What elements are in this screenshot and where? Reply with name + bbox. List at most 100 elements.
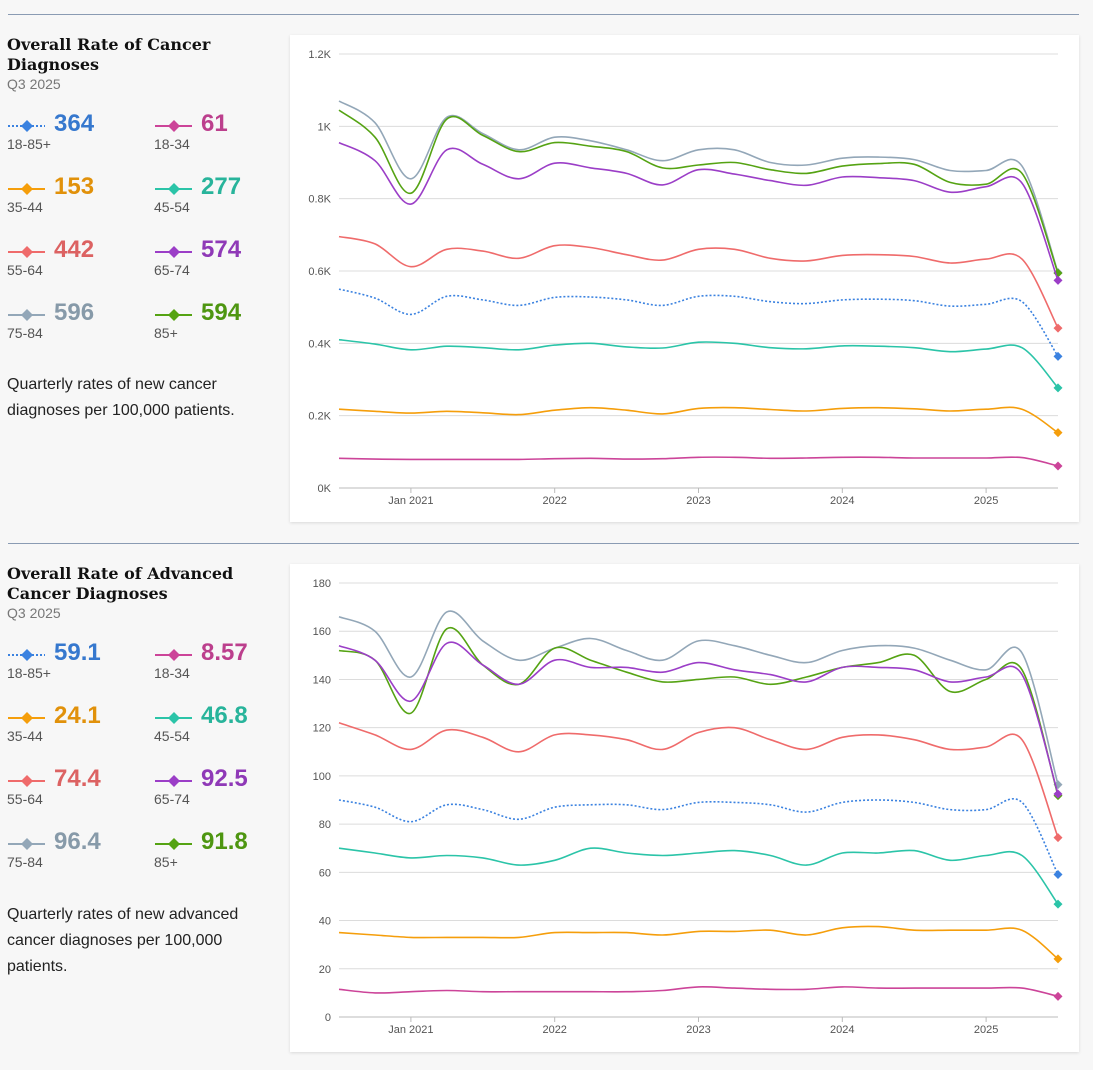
series-line-65-74: [338, 641, 1059, 795]
endpoint-marker-35-44[interactable]: [1053, 428, 1063, 438]
stat-18-85plus: 59.1 18-85+: [7, 639, 147, 694]
diamond-icon: [21, 183, 33, 195]
x-tick-label: Jan 2021: [388, 495, 433, 507]
stat-label: 65-74: [154, 791, 190, 807]
stat-value: 442: [54, 236, 95, 263]
chart-card: 0K 0.2K 0.4K 0.6K 0.8K 1K 1.2K Jan 2021 2022 2023…: [290, 35, 1079, 522]
section-description: Quarterly rates of new advanced cancer d…: [7, 906, 239, 975]
gridlines: [339, 582, 1058, 1018]
legend-marker: [8, 649, 45, 661]
endpoint-marker-18-85plus[interactable]: [1053, 351, 1063, 361]
stat-label: 18-85+: [7, 136, 51, 152]
diamond-icon: [21, 775, 33, 787]
series-line-35-44: [338, 406, 1059, 434]
stat-18-34: 61 18-34: [154, 110, 294, 165]
endpoint-marker-45-54[interactable]: [1053, 899, 1063, 909]
stat-value: 46.8: [201, 702, 248, 729]
legend-marker: [155, 712, 192, 724]
diamond-icon: [168, 775, 180, 787]
top-divider: [8, 14, 1079, 15]
stat-value: 574: [201, 236, 242, 263]
stat-value: 364: [54, 110, 95, 137]
stat-value: 153: [54, 173, 95, 200]
period-label: Q3 2025: [7, 76, 61, 92]
y-tick-label: 0.8K: [308, 194, 331, 206]
stat-label: 55-64: [7, 262, 43, 278]
section-divider: [8, 543, 1079, 544]
series-line-18-34: [338, 456, 1059, 467]
endpoint-marker-18-34[interactable]: [1053, 461, 1063, 471]
stat-value: 96.4: [54, 828, 101, 855]
series-line-18-34: [338, 986, 1059, 998]
y-tick-label: 160: [313, 626, 331, 638]
x-tick-label: 2024: [830, 1024, 854, 1036]
stat-label: 85+: [154, 325, 178, 341]
diamond-icon: [21, 309, 33, 321]
series-line-75-84: [338, 100, 1059, 273]
endpoint-marker-18-34[interactable]: [1053, 991, 1063, 1001]
stat-85plus: 594 85+: [154, 299, 294, 354]
stat-label: 75-84: [7, 854, 43, 870]
stat-label: 65-74: [154, 262, 190, 278]
endpoint-marker-65-74[interactable]: [1053, 789, 1063, 799]
stat-65-74: 574 65-74: [154, 236, 294, 291]
stat-label: 18-85+: [7, 665, 51, 681]
legend-marker: [155, 649, 192, 661]
y-tick-label: 1K: [318, 121, 332, 133]
legend-marker: [8, 838, 45, 850]
stat-35-44: 24.1 35-44: [7, 702, 147, 757]
x-tick-label: 2023: [686, 495, 710, 507]
legend-marker: [8, 246, 45, 258]
stat-55-64: 442 55-64: [7, 236, 147, 291]
endpoint-marker-65-74[interactable]: [1053, 275, 1063, 285]
series-line-55-64: [338, 722, 1059, 838]
diamond-icon: [168, 120, 180, 132]
y-tick-label: 180: [313, 578, 331, 590]
y-tick-label: 0.6K: [308, 266, 331, 278]
y-tick-label: 40: [319, 916, 331, 928]
series-line-35-44: [338, 925, 1059, 960]
stat-value: 24.1: [54, 702, 101, 729]
x-tick-label: 2022: [542, 495, 566, 507]
stat-label: 35-44: [7, 199, 43, 215]
y-tick-label: 120: [313, 723, 331, 735]
stat-label: 85+: [154, 854, 178, 870]
stat-label: 55-64: [7, 791, 43, 807]
y-tick-label: 60: [319, 867, 331, 879]
y-tick-label: 0: [325, 1012, 331, 1024]
endpoint-marker-45-54[interactable]: [1053, 383, 1063, 393]
endpoint-marker-75-84[interactable]: [1053, 780, 1063, 790]
section-description: Quarterly rates of new cancer diagnoses …: [7, 376, 235, 419]
series-line-55-64: [338, 235, 1059, 329]
gridlines: [339, 53, 1058, 489]
diamond-icon: [21, 246, 33, 258]
stat-label: 45-54: [154, 199, 190, 215]
diamond-icon: [168, 649, 180, 661]
legend-marker: [155, 246, 192, 258]
chart-card: 0 20 40 60 80 100 120 140 160 180 Jan 2021 2022 2023…: [290, 564, 1079, 1052]
x-tick-label: 2022: [542, 1024, 566, 1036]
y-tick-label: 140: [313, 674, 331, 686]
section-title: Overall Rate of Cancer Diagnoses: [7, 35, 211, 74]
endpoint-marker-55-64[interactable]: [1053, 833, 1063, 843]
endpoint-marker-35-44[interactable]: [1053, 954, 1063, 964]
stat-value: 74.4: [54, 765, 101, 792]
legend-marker: [155, 838, 192, 850]
endpoint-marker-18-85plus[interactable]: [1053, 870, 1063, 880]
x-tick-label: 2024: [830, 495, 854, 507]
stat-85plus: 91.8 85+: [154, 828, 294, 883]
stat-45-54: 46.8 45-54: [154, 702, 294, 757]
legend-marker: [8, 120, 45, 132]
cancer-diagnoses-chart: 0K 0.2K 0.4K 0.6K 0.8K 1K 1.2K Jan 2021 2022 2023…: [308, 49, 1063, 507]
y-tick-label: 80: [319, 819, 331, 831]
legend-marker: [155, 309, 192, 321]
stat-value: 59.1: [54, 639, 101, 666]
stat-label: 75-84: [7, 325, 43, 341]
stat-value: 92.5: [201, 765, 248, 792]
diamond-icon: [168, 712, 180, 724]
y-tick-label: 100: [313, 771, 331, 783]
diamond-icon: [21, 649, 33, 661]
endpoint-marker-55-64[interactable]: [1053, 323, 1063, 333]
y-tick-label: 0.4K: [308, 338, 331, 350]
summary-panel: Overall Rate of Cancer Diagnoses Q3 2025…: [7, 35, 277, 419]
